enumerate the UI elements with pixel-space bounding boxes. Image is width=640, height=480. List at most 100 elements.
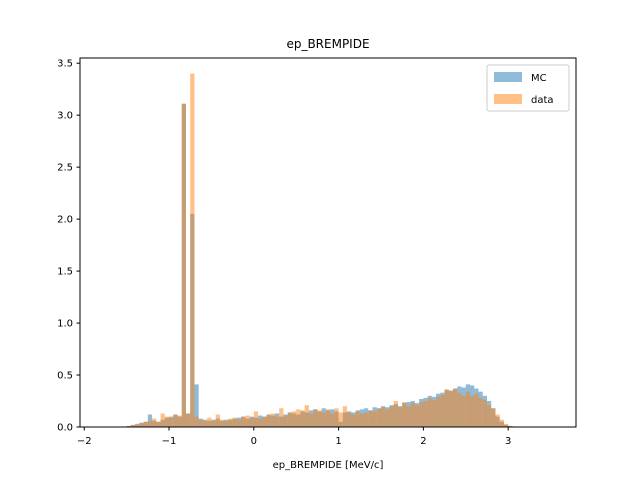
bar-data bbox=[397, 407, 403, 427]
bar-data bbox=[215, 414, 220, 427]
bar-data bbox=[440, 394, 445, 427]
legend-box bbox=[486, 64, 570, 112]
bar-data bbox=[156, 421, 161, 427]
bar-data bbox=[266, 414, 271, 427]
bar-data bbox=[347, 412, 352, 427]
bar-data bbox=[279, 408, 284, 427]
bar-data bbox=[351, 414, 356, 427]
bar-data bbox=[287, 412, 292, 427]
bar-data bbox=[160, 413, 165, 427]
legend-label-mc: MC bbox=[531, 73, 547, 84]
bar-data bbox=[291, 411, 297, 427]
bar-data bbox=[275, 416, 280, 427]
y-tick-label: 0.0 bbox=[57, 423, 73, 434]
legend: MC data bbox=[486, 64, 570, 112]
bar-data bbox=[211, 420, 216, 427]
legend-label-data: data bbox=[531, 95, 554, 106]
bar-data bbox=[135, 424, 140, 427]
bar-data bbox=[380, 407, 386, 427]
bar-data bbox=[325, 409, 331, 427]
bar-data bbox=[495, 414, 500, 427]
bar-data bbox=[126, 425, 131, 427]
x-axis-label: ep_BREMPIDE [MeV/c] bbox=[273, 460, 384, 471]
bar-data bbox=[147, 420, 153, 427]
bar-data bbox=[270, 413, 276, 427]
bar-data bbox=[300, 410, 305, 427]
x-tick-label: −2 bbox=[77, 436, 92, 447]
bar-data bbox=[423, 401, 428, 427]
bar-data bbox=[334, 408, 339, 427]
bar-data bbox=[389, 406, 394, 427]
bar-data bbox=[419, 402, 424, 427]
bar-data bbox=[164, 416, 170, 427]
bar-data bbox=[491, 408, 496, 427]
bar-data bbox=[330, 413, 335, 427]
bar-data bbox=[474, 393, 479, 427]
bar-data bbox=[457, 392, 462, 427]
chart-title: ep_BREMPIDE bbox=[286, 37, 369, 51]
bar-data bbox=[169, 417, 174, 427]
bar-data bbox=[385, 409, 390, 427]
legend-swatch-mc bbox=[494, 72, 522, 82]
y-tick-label: 1.0 bbox=[57, 319, 73, 330]
bar-data bbox=[486, 405, 492, 427]
bar-data bbox=[444, 389, 449, 427]
bar-data bbox=[372, 411, 377, 427]
bar-data bbox=[478, 397, 483, 427]
bar-data bbox=[376, 408, 381, 427]
bar-data bbox=[173, 414, 178, 427]
bar-data bbox=[410, 403, 415, 427]
y-tick-label: 3.0 bbox=[57, 111, 73, 122]
bar-data bbox=[262, 416, 267, 427]
bar-data bbox=[308, 413, 314, 427]
bar-data bbox=[283, 415, 288, 427]
x-tick-label: 3 bbox=[505, 436, 511, 447]
x-tick-label: 0 bbox=[251, 436, 257, 447]
bar-data bbox=[296, 409, 301, 427]
bar-data bbox=[465, 391, 471, 427]
bar-data bbox=[253, 411, 259, 427]
bar-data bbox=[236, 419, 242, 427]
bar-data bbox=[258, 418, 263, 427]
bar-data bbox=[185, 413, 191, 427]
bar-data bbox=[393, 401, 398, 427]
bar-data bbox=[406, 406, 411, 427]
bar-data bbox=[152, 418, 157, 427]
bar-data bbox=[245, 415, 250, 427]
bar-data bbox=[431, 399, 437, 427]
bar-data bbox=[355, 411, 360, 427]
bar-data bbox=[342, 406, 348, 427]
y-tick-label: 3.5 bbox=[57, 59, 73, 70]
bar-data bbox=[508, 425, 513, 427]
bar-data bbox=[181, 103, 186, 427]
bar-data bbox=[241, 416, 246, 427]
y-tick-label: 2.5 bbox=[57, 163, 73, 174]
bar-data bbox=[198, 419, 203, 427]
bar-data bbox=[359, 413, 365, 427]
x-tick-label: 2 bbox=[420, 436, 426, 447]
x-axis-ticks: −2 −1 0 1 2 3 bbox=[77, 427, 511, 447]
bar-data bbox=[207, 417, 212, 427]
x-tick-label: 1 bbox=[335, 436, 341, 447]
bar-data bbox=[470, 395, 475, 427]
legend-swatch-data bbox=[494, 94, 522, 104]
bar-data bbox=[414, 405, 420, 427]
bar-data bbox=[427, 397, 432, 427]
bar-data bbox=[194, 416, 199, 427]
bar-data bbox=[453, 388, 458, 427]
bar-data bbox=[321, 412, 326, 427]
bar-data bbox=[304, 405, 309, 427]
bar-data bbox=[224, 420, 229, 427]
bar-data bbox=[249, 417, 254, 427]
bar-data bbox=[177, 415, 182, 427]
bar-data bbox=[317, 410, 322, 427]
bar-data bbox=[448, 390, 454, 427]
bar-data bbox=[503, 423, 509, 427]
bar-data bbox=[130, 424, 136, 427]
bar-data bbox=[364, 412, 369, 427]
bar-data bbox=[313, 409, 318, 427]
bar-data bbox=[202, 420, 208, 427]
y-axis-ticks: 0.0 0.5 1.0 1.5 2.0 2.5 3.0 3.5 bbox=[57, 59, 80, 434]
bar-data bbox=[461, 395, 466, 427]
